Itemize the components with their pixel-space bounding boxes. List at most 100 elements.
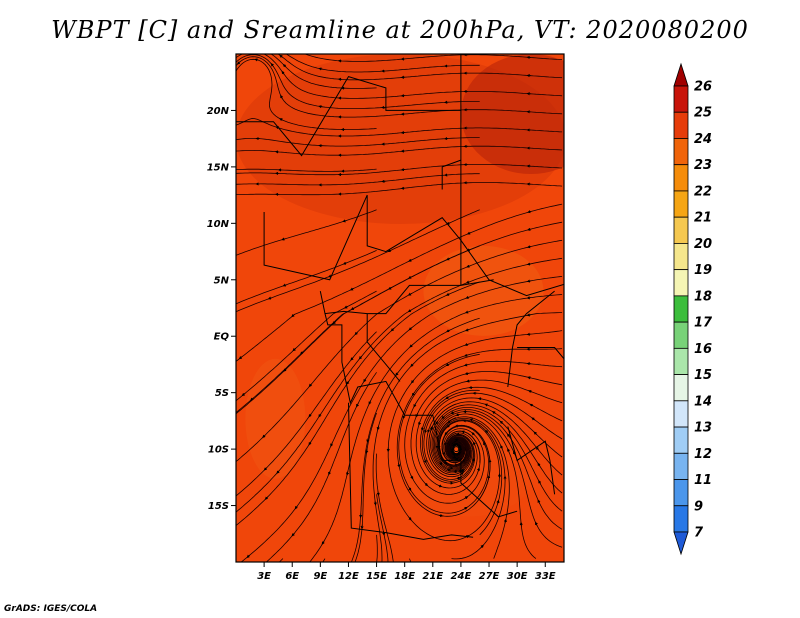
plot-title: WBPT [C] and Sreamline at 200hPa, VT: 20… xyxy=(51,16,749,44)
streamline-arrow xyxy=(466,379,471,383)
streamline-arrow xyxy=(535,521,538,526)
streamline xyxy=(236,239,563,463)
streamline xyxy=(270,54,377,89)
streamline-arrow xyxy=(529,403,534,407)
streamline-arrow xyxy=(430,426,434,432)
colorbar-label: 22 xyxy=(694,184,712,199)
country-border xyxy=(236,54,462,157)
streamline-arrow xyxy=(349,287,354,291)
streamline-arrow xyxy=(368,400,372,405)
colorbar-swatch xyxy=(673,164,689,192)
streamline-arrow xyxy=(279,118,284,122)
streamline-arrow xyxy=(308,441,312,446)
streamline-arrow xyxy=(531,417,536,421)
lat-tick-label: 15S xyxy=(208,501,229,512)
streamline-arrow xyxy=(500,444,504,450)
colorbar-label: 23 xyxy=(694,158,712,173)
streamline-arrow xyxy=(282,283,287,287)
streamline-arrow xyxy=(461,430,466,434)
streamline-arrow xyxy=(471,432,475,436)
country-borders xyxy=(236,54,564,540)
streamline-arrow xyxy=(407,309,412,313)
streamline-arrow xyxy=(452,455,457,459)
streamline-arrow xyxy=(439,513,444,518)
streamline-arrow xyxy=(366,438,370,443)
streamline-arrow xyxy=(449,466,454,470)
streamline-arrow xyxy=(283,368,287,372)
colorbar-swatch xyxy=(673,269,689,297)
vortex-center xyxy=(453,446,460,453)
streamline xyxy=(236,137,480,147)
colorbar-swatch xyxy=(673,426,689,454)
streamline-arrow xyxy=(276,470,280,474)
colorbar-label: 14 xyxy=(694,394,712,409)
streamline xyxy=(236,182,563,196)
streamline-arrow xyxy=(345,471,350,476)
country-border xyxy=(441,159,462,190)
streamline-arrow xyxy=(408,487,412,492)
streamline-arrow xyxy=(281,237,286,241)
streamline xyxy=(277,54,563,81)
streamline-arrow xyxy=(538,479,542,485)
streamline-arrow xyxy=(480,544,484,549)
streamline xyxy=(236,281,480,527)
streamline-arrow xyxy=(292,347,296,352)
streamline-arrow xyxy=(444,431,448,436)
streamline-arrow xyxy=(535,446,540,451)
streamline xyxy=(236,203,563,362)
streamline xyxy=(278,558,284,562)
streamline-arrow xyxy=(507,448,511,453)
streamline-arrow xyxy=(270,62,275,67)
streamline-arrow xyxy=(450,448,454,454)
lat-tick-label: EQ xyxy=(214,332,230,343)
streamline xyxy=(236,209,480,313)
streamline-arrow xyxy=(445,292,450,296)
streamline-arrow xyxy=(321,540,325,545)
country-border xyxy=(263,194,564,297)
streamline-arrow xyxy=(413,403,417,408)
longitude-axis: 3E 6E 9E 12E 15E 18E 21E 24E 27E 30E 33E xyxy=(257,562,556,582)
colorbar-swatch xyxy=(673,321,689,349)
streamline-arrow xyxy=(254,58,259,62)
lat-tick-label: 10S xyxy=(208,445,229,456)
streamline-arrow xyxy=(376,425,380,431)
streamline-arrow xyxy=(410,363,414,368)
streamline-arrow xyxy=(397,463,401,468)
streamline-arrow xyxy=(463,353,469,357)
country-border xyxy=(348,402,474,540)
streamline-arrow xyxy=(318,67,323,71)
streamline-arrow xyxy=(445,396,450,400)
streamline-arrow xyxy=(387,249,392,252)
colorbar-label: 20 xyxy=(694,237,712,252)
streamline-arrow xyxy=(236,61,241,65)
streamline-arrow xyxy=(464,342,469,346)
streamline-arrow xyxy=(241,392,246,397)
streamline-arrow xyxy=(473,441,476,446)
streamline xyxy=(236,145,563,156)
country-border xyxy=(517,347,564,360)
streamline-arrow xyxy=(354,331,358,336)
colorbar-label: 12 xyxy=(694,447,712,462)
streamline-arrow xyxy=(342,219,347,223)
streamline xyxy=(375,453,394,562)
streamline xyxy=(236,245,480,415)
streamline-arrow xyxy=(350,356,354,361)
streamline-arrow xyxy=(330,442,334,447)
map-frame xyxy=(235,53,565,563)
streamline xyxy=(236,168,377,172)
streamline-arrow xyxy=(264,496,269,500)
streamline-arrow xyxy=(441,415,445,420)
colorbar-swatch xyxy=(673,374,689,402)
colorbar-label: 15 xyxy=(694,368,712,383)
streamline-arrow xyxy=(408,516,412,521)
streamline-arrow xyxy=(463,363,469,367)
streamline-arrow xyxy=(446,257,451,261)
lon-tick-label: 30E xyxy=(507,571,528,582)
colorbar-label: 11 xyxy=(694,473,712,488)
lon-tick-label: 18E xyxy=(394,571,415,582)
streamline-arrow xyxy=(346,380,350,385)
colorbar-label: 17 xyxy=(694,316,713,331)
streamline-arrow xyxy=(526,245,532,249)
streamline-arrow xyxy=(438,484,443,488)
streamline-arrow xyxy=(456,476,461,480)
